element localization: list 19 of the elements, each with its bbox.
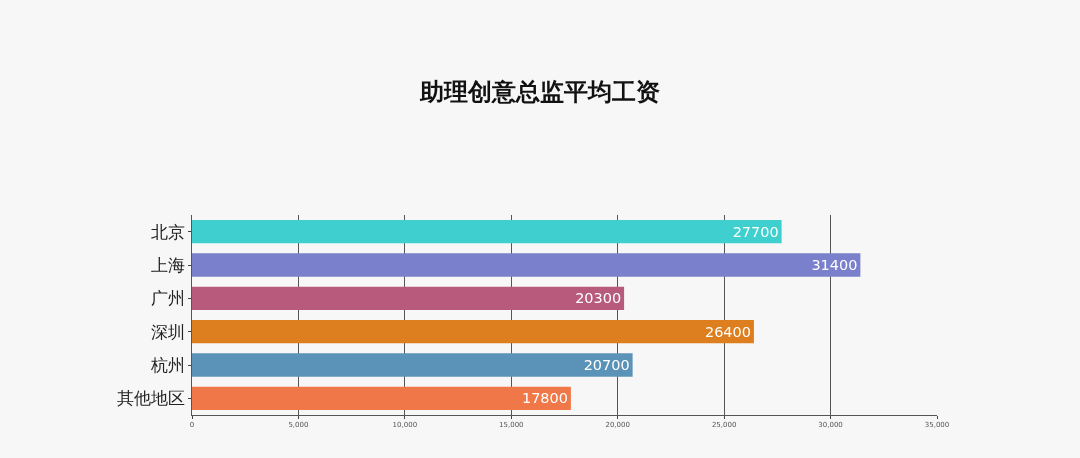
y-tick-label: 广州 xyxy=(150,288,185,309)
bar xyxy=(192,353,633,377)
y-tick-label: 深圳 xyxy=(150,321,185,342)
y-tick-label: 其他地区 xyxy=(116,388,185,409)
data-label: 20700 xyxy=(583,357,630,374)
data-label: 26400 xyxy=(705,323,751,340)
bar xyxy=(192,253,861,277)
y-tick-label: 杭州 xyxy=(149,354,185,375)
bar xyxy=(192,386,571,410)
bar xyxy=(192,320,754,344)
data-label: 31400 xyxy=(811,257,858,274)
data-label: 17800 xyxy=(521,390,568,407)
data-label: 20300 xyxy=(575,290,622,307)
bar xyxy=(192,286,625,310)
y-tick-label: 北京 xyxy=(150,221,185,242)
y-tick-label: 上海 xyxy=(150,254,185,275)
data-label: 27700 xyxy=(732,223,779,240)
chart-title: 助理创意总监平均工资 xyxy=(419,78,660,106)
bar xyxy=(192,220,782,244)
